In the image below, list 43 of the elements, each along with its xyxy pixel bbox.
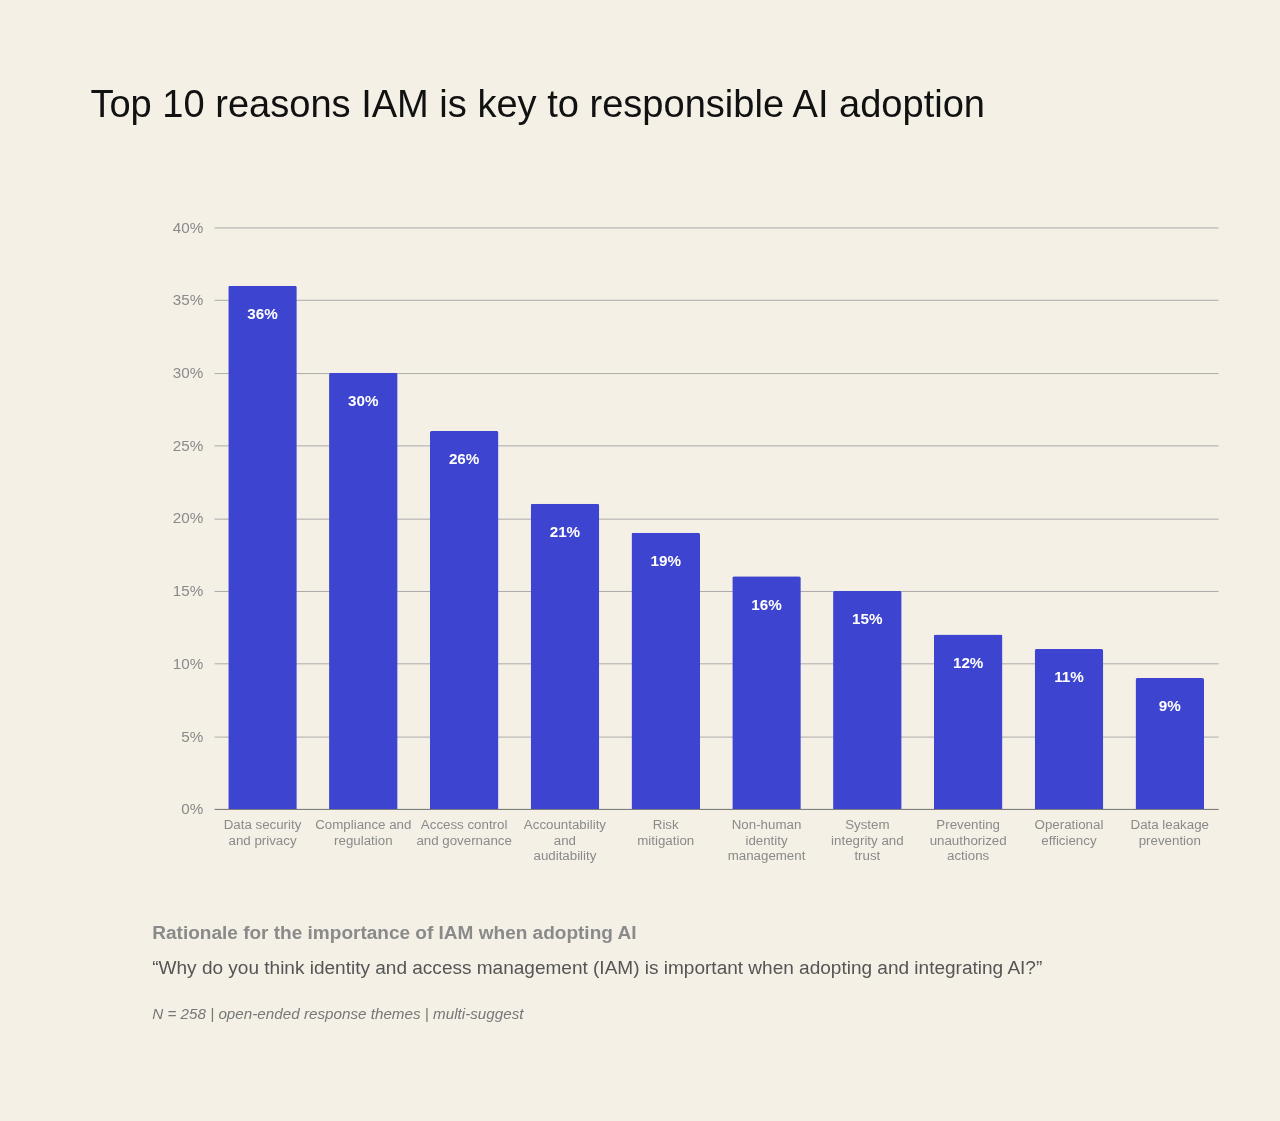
- text: “Why do you think identity and access management (IAM) is important when adopting and integrating AI?”: [152, 956, 1043, 978]
- x-tick-label: Operational efficiency: [1034, 817, 1104, 848]
- x-tick-label: Data security and privacy: [223, 817, 302, 848]
- text: Rationale for the importance of IAM when adopting AI: [152, 922, 637, 944]
- y-tick-label: 20%: [172, 509, 204, 527]
- y-tick-label: 30%: [172, 364, 204, 382]
- x-tick-label: Preventing unauthorized actions: [929, 817, 1007, 863]
- y-tick-label: 15%: [172, 582, 204, 600]
- data-label: 12%: [952, 653, 984, 671]
- data-label: 30%: [348, 392, 380, 410]
- y-tick-label: 25%: [172, 436, 204, 454]
- y-tick-label: 35%: [172, 291, 204, 309]
- y-tick-label: 40%: [172, 218, 204, 236]
- y-tick-label: 0%: [181, 800, 204, 818]
- data-label: 16%: [751, 595, 783, 613]
- x-tick-label: Compliance and regulation: [315, 817, 412, 848]
- bar: [732, 576, 801, 809]
- bar: [228, 285, 297, 809]
- data-label: 36%: [247, 304, 279, 322]
- chart-title: Top 10 reasons IAM is key to responsible AI adoption: [90, 83, 986, 126]
- data-label: 11%: [1054, 668, 1085, 686]
- bar: [833, 590, 902, 809]
- data-label: 9%: [1158, 697, 1182, 715]
- data-label: 19%: [650, 552, 682, 570]
- x-tick-label: Data leakage prevention: [1130, 817, 1209, 848]
- bar: [429, 431, 499, 809]
- data-label: 26%: [448, 450, 480, 468]
- text: N = 258 | open-ended response themes | multi-suggest: [152, 1005, 525, 1023]
- y-tick-label: 5%: [181, 727, 204, 745]
- data-label: 21%: [549, 522, 581, 540]
- bar: [933, 634, 1003, 809]
- x-tick-label: Risk mitigation: [637, 817, 695, 848]
- bar: [329, 372, 398, 809]
- x-tick-label: Non-human identity management: [727, 817, 806, 863]
- bar: [530, 503, 600, 809]
- x-tick-label: System integrity and trust: [831, 817, 904, 863]
- bar: [631, 532, 701, 809]
- x-tick-label: Accountability and auditability: [523, 817, 607, 863]
- x-tick-label: Access control and governance: [416, 817, 512, 848]
- y-tick-label: 10%: [172, 654, 204, 672]
- bar: [1135, 678, 1205, 809]
- bar: [1034, 649, 1104, 809]
- data-label: 15%: [852, 610, 884, 628]
